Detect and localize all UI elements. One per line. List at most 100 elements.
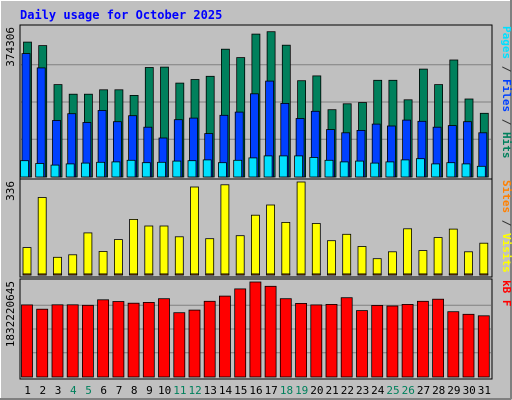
bar-kb-f-day-17 [264, 285, 277, 378]
bar-sites-day-1 [22, 273, 32, 276]
x-tick-label-29: 29 [447, 384, 460, 397]
bar-visits-day-2 [37, 197, 47, 276]
legend-entry: / [500, 213, 512, 233]
x-tick-label-28: 28 [432, 384, 445, 397]
bar-sites-day-26 [403, 273, 413, 276]
bar-pages-day-21 [324, 159, 334, 178]
legend-entry: kB F [500, 280, 512, 307]
bar-kb-f-day-4 [66, 304, 79, 378]
panel-bottom: 1832220645 kB F [4, 278, 512, 380]
x-tick-label-8: 8 [131, 384, 138, 397]
bar-pages-day-24 [370, 162, 380, 178]
bar-kb-f-day-8 [127, 302, 140, 378]
x-tick-label-9: 9 [146, 384, 153, 397]
bar-visits-day-10 [159, 225, 169, 276]
bar-pages-day-4 [65, 163, 75, 178]
y-max-label-bottom: 1832220645 [4, 281, 17, 347]
y-max-label-top: 374306 [4, 27, 17, 67]
bar-visits-day-26 [403, 228, 413, 276]
chart-title: Daily usage for October 2025 [20, 8, 222, 22]
bar-sites-day-31 [479, 273, 489, 276]
bar-pages-day-8 [126, 159, 136, 178]
bar-sites-day-2 [37, 273, 47, 276]
bar-kb-f-day-19 [295, 302, 308, 378]
panel-top: 374306 Pages / Files / Hits [4, 24, 512, 180]
bar-sites-day-12 [190, 273, 199, 276]
bar-visits-day-28 [433, 237, 443, 276]
x-tick-label-23: 23 [356, 384, 369, 397]
bar-pages-day-27 [415, 158, 425, 178]
bar-kb-f-day-14 [218, 295, 231, 378]
x-tick-label-24: 24 [371, 384, 385, 397]
legend-bottom: kB F [500, 280, 512, 307]
bar-pages-day-22 [339, 161, 349, 178]
bar-sites-day-10 [159, 273, 169, 276]
bar-pages-day-18 [278, 155, 288, 178]
bar-visits-day-14 [220, 184, 230, 276]
x-tick-label-22: 22 [341, 384, 354, 397]
bar-pages-day-9 [141, 162, 151, 178]
bar-sites-day-24 [372, 273, 382, 276]
x-axis-labels: 1 2 3 4 5 6 7 8 9 10 11 12 13 14 15 16 17 18 19 20 21 22 23 24 2… [24, 384, 491, 397]
x-tick-label-14: 14 [219, 384, 233, 397]
bar-kb-f-day-26 [401, 303, 414, 378]
x-tick-label-15: 15 [234, 384, 247, 397]
legend-top: Pages / Files / Hits [500, 26, 512, 159]
bar-visits-day-1 [22, 247, 32, 276]
bar-visits-day-23 [357, 246, 367, 276]
bar-sites-day-8 [129, 273, 139, 276]
chart-panels: 374306 Pages / Files / Hits 336 Sites / Vis… [4, 24, 512, 380]
legend-entry: Files [500, 79, 512, 112]
x-tick-label-17: 17 [265, 384, 278, 397]
bar-sites-day-29 [448, 273, 458, 276]
bar-sites-day-9 [144, 273, 154, 276]
bar-visits-day-4 [68, 254, 78, 276]
bar-visits-day-7 [114, 239, 123, 276]
bar-kb-f-day-21 [325, 303, 338, 378]
bar-sites-day-18 [281, 273, 291, 276]
panel-middle: 336 Sites / Visits [4, 178, 512, 278]
bar-sites-day-19 [296, 273, 306, 276]
bar-visits-day-3 [53, 256, 62, 276]
bar-pages-day-2 [35, 163, 45, 178]
bar-pages-day-26 [400, 159, 410, 178]
x-tick-label-13: 13 [204, 384, 217, 397]
bar-visits-day-21 [327, 240, 336, 276]
bar-visits-day-24 [372, 258, 382, 276]
bar-kb-f-day-31 [477, 315, 490, 378]
x-tick-label-26: 26 [402, 384, 415, 397]
bar-kb-f-day-10 [158, 298, 170, 378]
bar-sites-day-27 [418, 273, 428, 276]
bar-pages-day-3 [50, 164, 60, 178]
bar-kb-f-day-30 [462, 313, 475, 378]
bar-kb-f-day-22 [340, 297, 353, 378]
bar-sites-day-7 [114, 273, 123, 276]
bar-pages-day-17 [263, 155, 273, 178]
y-max-label-middle: 336 [4, 181, 17, 201]
bar-kb-f-day-18 [279, 298, 292, 378]
bar-sites-day-11 [174, 273, 184, 276]
bar-sites-day-28 [433, 273, 443, 276]
bar-visits-day-29 [448, 228, 458, 276]
bar-pages-day-7 [111, 161, 121, 178]
x-tick-label-5: 5 [85, 384, 92, 397]
legend-entry: Sites [500, 180, 512, 213]
x-tick-label-16: 16 [249, 384, 262, 397]
bar-sites-day-15 [235, 273, 245, 276]
legend-entry: Visits [500, 233, 512, 273]
bar-kb-f-day-6 [97, 299, 109, 378]
x-tick-label-12: 12 [188, 384, 201, 397]
bar-pages-day-16 [248, 157, 258, 178]
bar-visits-day-22 [342, 233, 352, 276]
bar-sites-day-21 [327, 273, 336, 276]
x-tick-label-30: 30 [463, 384, 476, 397]
bar-kb-f-day-16 [249, 281, 262, 378]
bar-visits-day-27 [418, 250, 428, 276]
bar-sites-day-30 [464, 273, 473, 276]
bar-pages-day-25 [385, 161, 395, 178]
x-tick-label-11: 11 [173, 384, 186, 397]
bar-kb-f-day-15 [234, 288, 247, 378]
legend-middle: Sites / Visits [500, 180, 512, 273]
bar-visits-day-13 [205, 238, 215, 276]
